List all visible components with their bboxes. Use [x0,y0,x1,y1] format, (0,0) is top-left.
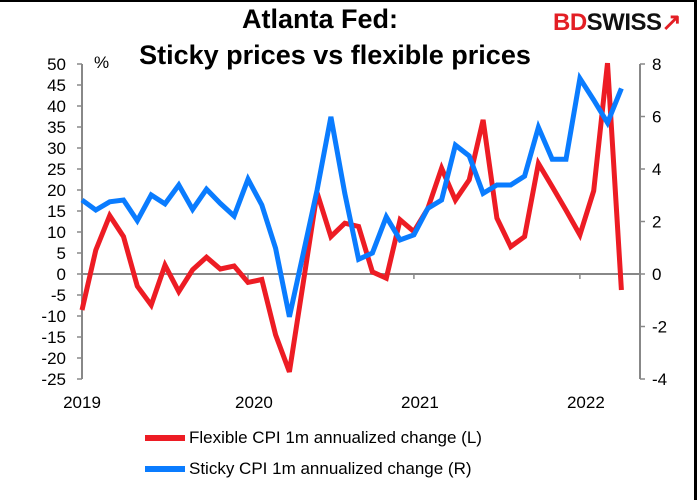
left-tick-label: 35 [47,118,66,137]
left-tick-label: -25 [41,370,66,389]
left-tick-label: 5 [57,244,66,263]
legend-swatch-sticky [145,466,185,472]
chart-title-line2: Sticky prices vs flexible prices [139,40,531,70]
series-line-sticky [80,71,624,318]
legend-label-flexible: Flexible CPI 1m annualized change (L) [189,428,482,447]
left-tick-label: 0 [57,265,66,284]
left-tick-label: 10 [47,223,66,242]
legend-item-sticky: Sticky CPI 1m annualized change (R) [145,459,472,479]
left-axis-unit: % [94,53,109,72]
left-tick-label: -15 [41,328,66,347]
right-tick-label: -2 [652,318,667,337]
x-tick-label: 2021 [401,393,439,412]
right-tick-label: 8 [652,55,661,74]
left-tick-label: 45 [47,76,66,95]
left-tick-label: 40 [47,97,66,116]
legend-item-flexible: Flexible CPI 1m annualized change (L) [145,428,482,448]
right-tick-label: 6 [652,108,661,127]
left-tick-label: -20 [41,349,66,368]
left-tick-label: 20 [47,181,66,200]
right-tick-label: 4 [652,160,661,179]
left-tick-label: 25 [47,160,66,179]
left-tick-label: 15 [47,202,66,221]
right-tick-label: -4 [652,370,667,389]
x-tick-label: 2022 [567,393,605,412]
left-tick-label: -10 [41,307,66,326]
left-tick-label: 30 [47,139,66,158]
right-tick-label: 0 [652,265,661,284]
bdswiss-logo: BDSWISS↗ [553,9,682,36]
x-tick-label: 2020 [235,393,273,412]
left-tick-label: -5 [51,286,66,305]
legend-swatch-flexible [145,435,185,441]
chart-title-line1: Atlanta Fed: [241,4,398,34]
legend-label-sticky: Sticky CPI 1m annualized change (R) [189,459,472,478]
left-tick-label: 50 [47,55,66,74]
right-tick-label: 2 [652,213,661,232]
x-tick-label: 2019 [63,393,101,412]
